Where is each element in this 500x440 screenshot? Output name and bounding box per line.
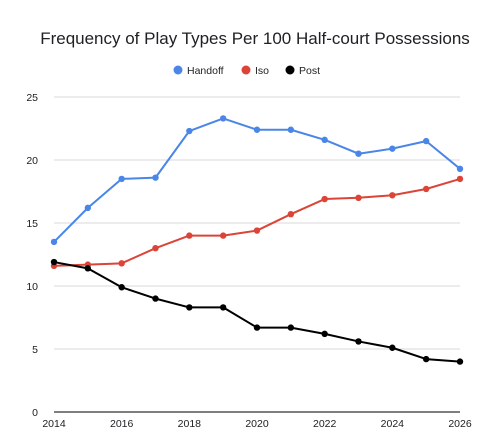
data-point-post [186,304,193,311]
data-point-handoff [219,115,227,122]
legend-marker-handoff [173,65,183,75]
data-point-post [219,304,227,311]
data-point-post [287,324,295,331]
legend-label-iso: Iso [255,65,269,77]
axes: 0 5 10 15 20 25 2014 2016 2018 2020 2022 2024 2026 [26,92,472,430]
data-point-handoff [422,137,430,145]
grid [54,96,460,413]
chart-title: Frequency of Play Types Per 100 Half-cou… [40,29,470,48]
x-tick-label: 2018 [178,418,202,430]
y-tick-label: 20 [26,155,38,167]
series-group [50,115,464,365]
x-tick-label: 2024 [381,418,405,430]
data-point-iso [186,232,193,239]
legend-marker-post [285,65,295,75]
y-tick-label: 0 [32,407,38,419]
data-point-handoff [118,175,125,183]
data-point-handoff [84,204,92,212]
data-point-iso [456,175,464,183]
data-point-iso [219,232,227,239]
data-point-iso [355,194,362,201]
data-point-iso [118,260,125,267]
y-tick-label: 15 [26,218,38,230]
data-point-post [389,344,396,351]
y-tick-label: 5 [32,344,38,356]
data-point-iso [321,195,328,203]
y-tick-label: 25 [26,92,38,104]
legend-marker-iso [241,65,251,75]
data-point-post [253,324,261,331]
data-point-handoff [355,150,362,157]
legend-label-post: Post [299,65,320,77]
data-point-post [456,358,464,365]
data-point-iso [422,185,430,193]
data-point-handoff [389,145,396,152]
data-point-post [118,284,125,291]
data-point-handoff [287,126,295,133]
series-line-post [53,261,461,363]
series-line-iso [53,177,461,267]
x-tick-label: 2014 [42,418,66,430]
x-tick-label: 2020 [245,418,269,430]
data-point-handoff [186,127,193,135]
x-tick-label: 2016 [110,418,134,430]
data-point-iso [389,192,396,199]
legend-label-handoff: Handoff [187,65,224,77]
x-tick-label: 2026 [448,418,472,430]
x-tick-label: 2022 [313,418,337,430]
data-point-post [84,265,92,272]
data-point-post [355,338,362,345]
data-point-handoff [456,165,464,173]
data-point-post [422,355,430,363]
data-point-post [50,258,58,266]
data-point-iso [253,227,261,234]
data-point-post [321,330,328,338]
data-point-handoff [253,126,261,133]
data-point-handoff [321,136,328,144]
data-point-handoff [152,174,159,181]
y-tick-label: 10 [26,281,38,293]
data-point-iso [287,210,295,218]
legend: Handoff Iso Post [173,65,320,77]
data-point-post [152,295,159,302]
data-point-handoff [50,238,58,246]
data-point-iso [152,245,159,252]
